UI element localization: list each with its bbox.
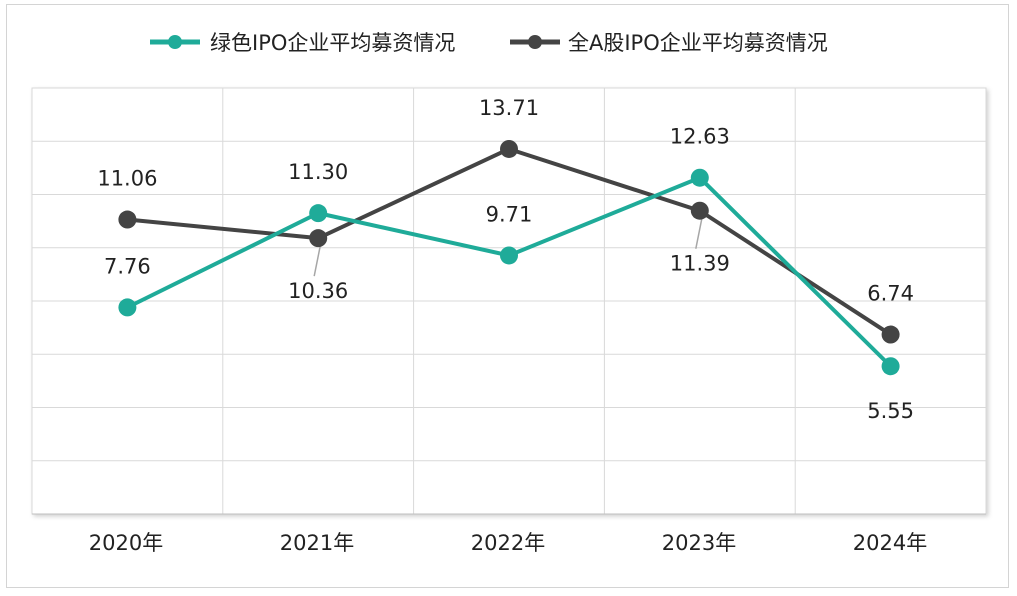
series-markers [118,139,900,376]
marker-green-4 [881,357,900,376]
data-label-all-a-2023: 11.39 [670,252,730,276]
data-label-green-2024: 5.55 [867,399,914,423]
data-label-green-2022: 9.71 [486,202,533,226]
marker-green-0 [118,298,137,317]
legend-swatch-marker [528,35,542,49]
x-axis: 2020年 2021年 2022年 2023年 2024年 [89,531,927,555]
marker-green-2 [500,246,518,265]
marker-green-1 [309,204,328,223]
x-tick-label: 2022年 [471,531,545,555]
label-leader-line [313,246,321,277]
data-label-all-a-2020: 11.06 [97,167,157,191]
legend: 绿色IPO企业平均募资情况 全A股IPO企业平均募资情况 [150,31,828,55]
legend-entry-green: 绿色IPO企业平均募资情况 [150,31,455,55]
marker-all-a-2 [500,139,518,158]
marker-all-a-1 [309,229,328,248]
x-tick-label: 2023年 [662,531,736,555]
data-label-green-2023: 12.63 [670,125,730,149]
legend-label: 绿色IPO企业平均募资情况 [210,31,455,55]
marker-all-a-4 [881,325,900,344]
data-labels: 7.76 11.30 9.71 12.63 5.55 11.06 10.36 1… [97,96,914,423]
legend-label: 全A股IPO企业平均募资情况 [568,31,828,55]
x-tick-label: 2024年 [853,531,927,555]
data-label-green-2021: 11.30 [288,160,348,184]
legend-swatch-marker [168,35,182,49]
marker-all-a-0 [118,210,137,229]
data-label-all-a-2022: 13.71 [479,96,539,120]
legend-entry-all-a: 全A股IPO企业平均募资情况 [510,31,828,55]
marker-green-3 [690,168,709,187]
data-label-green-2020: 7.76 [104,254,151,278]
data-label-all-a-2024: 6.74 [867,282,914,306]
marker-all-a-3 [690,201,709,220]
gridlines [32,88,986,515]
x-tick-label: 2020年 [89,531,163,555]
label-leader-lines [313,218,703,277]
data-label-all-a-2021: 10.36 [288,279,348,303]
label-leader-line [695,218,703,249]
x-tick-label: 2021年 [280,531,354,555]
